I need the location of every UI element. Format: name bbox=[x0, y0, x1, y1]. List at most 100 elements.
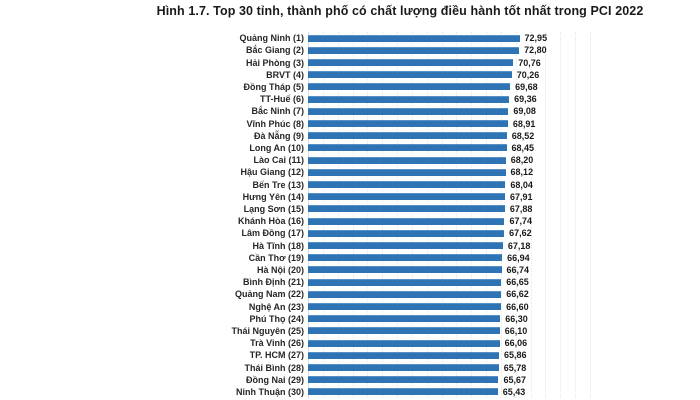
value-label: 68,45 bbox=[511, 142, 535, 153]
bar bbox=[308, 205, 505, 213]
chart-row: Lạng Sơn (15) 67,88 bbox=[0, 203, 700, 215]
bar-zone: 66,06 bbox=[308, 337, 700, 349]
chart-row: Quảng Nam (22) 66,62 bbox=[0, 288, 700, 300]
value-label: 69,68 bbox=[515, 81, 538, 92]
bar bbox=[308, 278, 502, 286]
category-label: Thái Bình (28) bbox=[244, 362, 304, 373]
bar bbox=[308, 254, 503, 262]
chart-title: Hình 1.7. Top 30 tỉnh, thành phố có chất… bbox=[156, 4, 644, 18]
bar-zone: 68,20 bbox=[308, 154, 700, 166]
value-label: 65,86 bbox=[503, 350, 527, 361]
bar bbox=[308, 83, 511, 91]
category-label: Quảng Nam (22) bbox=[234, 289, 304, 300]
plot-area: Quảng Ninh (1) 72,95 Bắc Giang (2) 72,80 Hải… bbox=[0, 32, 700, 398]
chart-row: Cần Thơ (19) 66,94 bbox=[0, 252, 700, 264]
chart-row: Thái Bình (28) 65,78 bbox=[0, 361, 700, 373]
bar-zone: 69,36 bbox=[308, 93, 700, 105]
bar bbox=[308, 303, 502, 311]
chart-row: BRVT (4) 70,26 bbox=[0, 69, 700, 81]
category-label: Hải Phòng (3) bbox=[246, 57, 304, 68]
chart-row: Đồng Nai (29) 65,67 bbox=[0, 374, 700, 386]
chart-row: Khánh Hòa (16) 67,74 bbox=[0, 215, 700, 227]
bar-zone: 65,67 bbox=[308, 374, 700, 386]
bar bbox=[308, 168, 506, 176]
bar bbox=[308, 242, 503, 250]
bar bbox=[308, 229, 505, 237]
category-label: Đồng Nai (29) bbox=[245, 374, 304, 385]
chart-row: TT-Huế (6) 69,36 bbox=[0, 93, 700, 105]
bar-zone: 70,26 bbox=[308, 69, 700, 81]
value-label: 67,91 bbox=[509, 191, 533, 202]
bar-zone: 67,62 bbox=[308, 227, 700, 239]
bar bbox=[308, 59, 514, 66]
category-label: Bắc Ninh (7) bbox=[251, 106, 304, 117]
gridline bbox=[367, 32, 369, 398]
gridline bbox=[530, 32, 532, 398]
chart-row: Hưng Yên (14) 67,91 bbox=[0, 191, 700, 203]
chart-row: Bình Định (21) 66,65 bbox=[0, 276, 700, 288]
category-label: Khánh Hòa (16) bbox=[237, 216, 304, 227]
value-label: 66,10 bbox=[504, 325, 528, 336]
bar-zone: 68,04 bbox=[308, 178, 700, 190]
chart-row: Phú Thọ (24) 66,30 bbox=[0, 313, 700, 325]
bar-zone: 66,94 bbox=[308, 252, 700, 264]
gridline bbox=[560, 32, 562, 398]
bar bbox=[308, 193, 505, 201]
bar bbox=[308, 364, 499, 372]
bar-zone: 72,95 bbox=[308, 32, 700, 44]
bar-zone: 65,78 bbox=[308, 361, 700, 373]
gridline bbox=[441, 32, 443, 398]
bar-zone: 70,76 bbox=[308, 56, 700, 68]
category-label: Nghệ An (23) bbox=[248, 301, 304, 312]
chart-row: Hà Nội (20) 66,74 bbox=[0, 264, 700, 276]
gridline bbox=[545, 32, 547, 398]
value-label: 67,18 bbox=[507, 240, 531, 251]
category-label: TP. HCM (27) bbox=[249, 350, 304, 361]
value-label: 65,43 bbox=[502, 386, 526, 397]
gridline bbox=[322, 32, 324, 398]
chart-row: Lâm Đồng (17) 67,62 bbox=[0, 227, 700, 239]
value-label: 66,30 bbox=[505, 313, 528, 324]
bar-zone: 66,74 bbox=[308, 264, 700, 276]
gridline bbox=[500, 32, 502, 398]
bar-zone: 72,80 bbox=[308, 44, 700, 56]
value-label: 66,94 bbox=[507, 252, 530, 263]
gridline bbox=[352, 32, 354, 398]
value-label: 69,08 bbox=[513, 106, 536, 117]
bar bbox=[308, 46, 520, 54]
chart-grid bbox=[308, 32, 591, 398]
gridline bbox=[397, 32, 399, 398]
chart-row: Hải Phòng (3) 70,76 bbox=[0, 56, 700, 68]
bar bbox=[308, 95, 510, 103]
category-label: Trà Vinh (26) bbox=[250, 338, 304, 349]
bar-zone: 66,30 bbox=[308, 313, 700, 325]
value-label: 68,12 bbox=[510, 167, 534, 178]
bar bbox=[308, 376, 499, 384]
gridline bbox=[382, 32, 384, 398]
value-label: 66,60 bbox=[506, 301, 529, 312]
chart-row: Trà Vinh (26) 66,06 bbox=[0, 337, 700, 349]
bar bbox=[308, 339, 500, 347]
value-label: 65,78 bbox=[503, 362, 527, 373]
chart-row: Bắc Ninh (7) 69,08 bbox=[0, 105, 700, 117]
category-label: Lâm Đồng (17) bbox=[241, 228, 304, 239]
bar bbox=[308, 132, 507, 140]
chart-row: Thái Nguyên (25) 66,10 bbox=[0, 325, 700, 337]
bar bbox=[308, 107, 509, 115]
bar-zone: 69,68 bbox=[308, 81, 700, 93]
chart-row: Bắc Giang (2) 72,80 bbox=[0, 44, 700, 56]
category-label: Hưng Yên (14) bbox=[242, 191, 304, 202]
bar bbox=[308, 144, 507, 152]
category-label: Phú Thọ (24) bbox=[249, 313, 305, 324]
value-label: 68,04 bbox=[510, 179, 533, 190]
gridline bbox=[411, 32, 413, 398]
bar bbox=[308, 388, 498, 396]
bar-rows: Quảng Ninh (1) 72,95 Bắc Giang (2) 72,80 Hải… bbox=[0, 32, 700, 398]
category-label: BRVT (4) bbox=[266, 69, 304, 80]
chart-row: Lào Cai (11) 68,20 bbox=[0, 154, 700, 166]
category-label: Ninh Thuận (30) bbox=[236, 386, 304, 397]
category-label: Bến Tre (13) bbox=[252, 179, 304, 190]
bar bbox=[308, 290, 502, 298]
category-label: Bình Định (21) bbox=[243, 277, 304, 288]
